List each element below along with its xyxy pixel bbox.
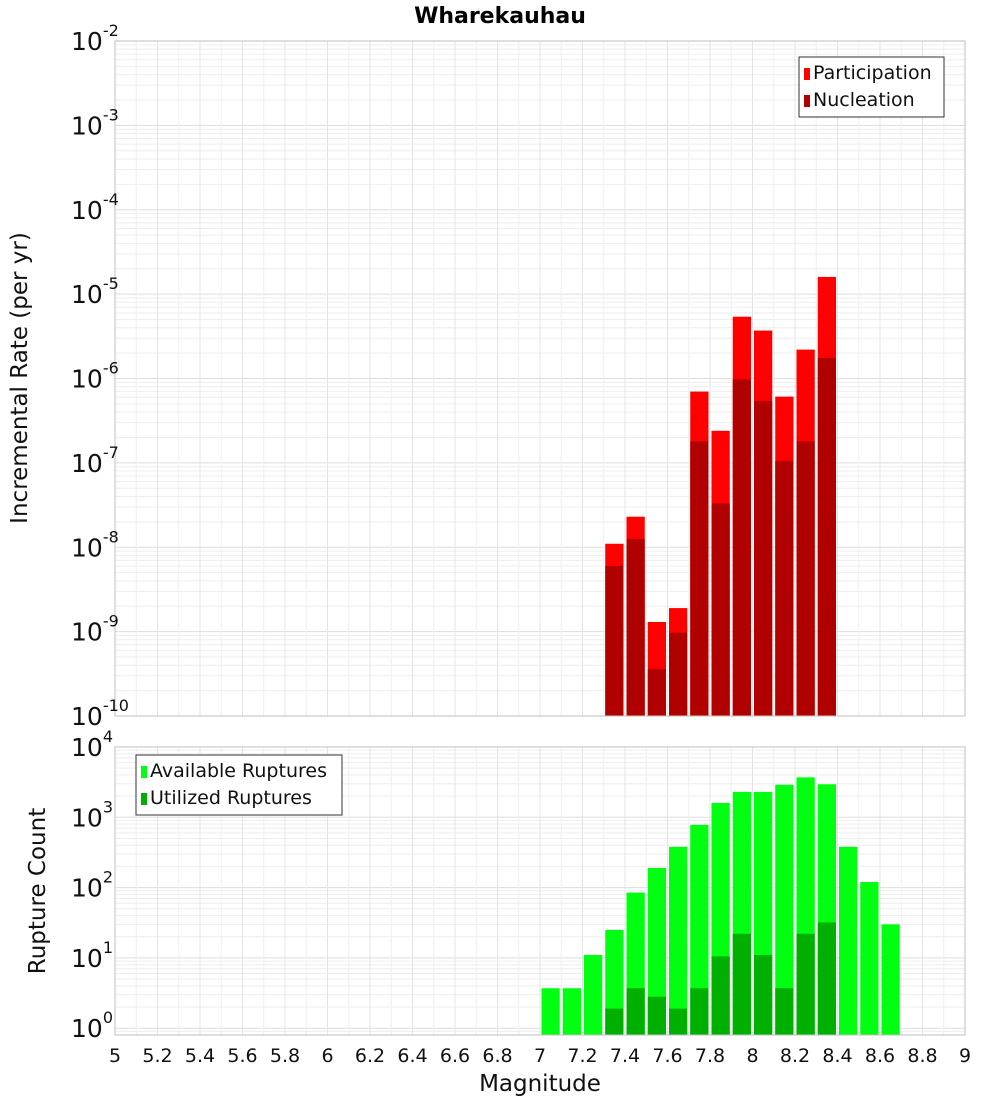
bar xyxy=(860,882,879,1035)
x-tick-label: 7.6 xyxy=(652,1045,682,1067)
bottom-y-axis-label: Rupture Count xyxy=(25,808,51,974)
y-tick-label: 102 xyxy=(71,868,113,903)
x-tick-label: 7.4 xyxy=(610,1045,640,1067)
panel-1: 100 101 102 103 104 Available Ruptures Utilize… xyxy=(71,727,966,1043)
x-tick-label: 6.6 xyxy=(440,1045,470,1067)
bar xyxy=(690,988,709,1035)
bar xyxy=(754,401,773,716)
legend-swatch xyxy=(804,95,810,107)
y-tick-label: 103 xyxy=(71,797,113,832)
bar xyxy=(796,441,815,716)
x-tick-label: 5 xyxy=(109,1045,121,1067)
legend-swatch xyxy=(804,68,810,80)
y-tick-label: 10-6 xyxy=(71,359,119,394)
bar xyxy=(647,669,666,716)
bar xyxy=(605,565,624,716)
bar xyxy=(775,461,794,716)
series-utilized-ruptures xyxy=(605,922,836,1035)
y-tick-label: 100 xyxy=(71,1008,113,1043)
bar xyxy=(754,954,773,1035)
bar xyxy=(732,933,751,1035)
bar xyxy=(605,1008,624,1035)
y-tick-label: 10-4 xyxy=(71,190,119,225)
bar xyxy=(669,846,688,1035)
y-tick-label: 10-8 xyxy=(71,527,119,562)
panel-1-legend: Available Ruptures Utilized Ruptures xyxy=(135,754,343,816)
x-tick-label: 8.4 xyxy=(822,1045,852,1067)
bar xyxy=(562,988,581,1035)
bar xyxy=(541,988,560,1035)
x-tick-label: 7.8 xyxy=(695,1045,725,1067)
x-tick-label: 6.2 xyxy=(355,1045,385,1067)
panel-0-frame xyxy=(114,40,966,717)
series-nucleation xyxy=(605,357,836,716)
bar xyxy=(669,1008,688,1035)
x-tick-label: 5.8 xyxy=(270,1045,300,1067)
y-tick-label: 10-5 xyxy=(71,274,119,309)
legend-box xyxy=(135,754,343,816)
y-tick-label: 10-7 xyxy=(71,443,119,478)
bar xyxy=(796,933,815,1035)
y-tick-label: 10-10 xyxy=(71,696,129,731)
bar xyxy=(647,867,666,1035)
bar xyxy=(775,988,794,1035)
x-axis-label: Magnitude xyxy=(479,1071,601,1097)
top-y-axis-label: Incremental Rate (per yr) xyxy=(7,232,33,524)
bar xyxy=(732,379,751,716)
x-tick-label: 8 xyxy=(746,1045,758,1067)
x-tick-label: 6.8 xyxy=(482,1045,512,1067)
legend-label: Participation xyxy=(813,62,932,84)
y-tick-label: 104 xyxy=(71,727,113,762)
bar xyxy=(584,954,603,1035)
y-tick-label: 10-3 xyxy=(71,105,119,140)
bar xyxy=(669,632,688,716)
panel-0: 10-10 10-9 10-8 10-7 10-6 10-5 10-4 10-3 10-2 Par… xyxy=(71,21,966,731)
bar xyxy=(711,503,730,716)
bar xyxy=(839,846,858,1035)
legend-swatch xyxy=(141,766,147,778)
x-axis-ticks: 5 5.2 5.4 5.6 5.8 6 6.2 6.4 6.6 6.8 7 7.2 7.4 7.6 7.8 8… xyxy=(109,1045,971,1067)
bar xyxy=(817,357,836,716)
x-tick-label: 5.4 xyxy=(185,1045,215,1067)
bar xyxy=(775,784,794,1035)
legend-label: Nucleation xyxy=(813,89,915,111)
bar xyxy=(647,996,666,1035)
legend-label: Available Ruptures xyxy=(150,760,327,782)
legend-swatch xyxy=(141,793,147,805)
y-tick-label: 101 xyxy=(71,938,113,973)
x-tick-label: 7.2 xyxy=(567,1045,597,1067)
legend-box xyxy=(798,56,945,118)
panel-1-frame xyxy=(114,746,966,1036)
x-tick-label: 8.6 xyxy=(865,1045,895,1067)
x-tick-label: 8.2 xyxy=(780,1045,810,1067)
x-tick-label: 5.6 xyxy=(227,1045,257,1067)
chart-title: Wharekauhau xyxy=(414,4,586,29)
bar xyxy=(690,824,709,1035)
legend-label: Utilized Ruptures xyxy=(150,787,312,809)
bar xyxy=(817,922,836,1035)
x-tick-label: 6.4 xyxy=(397,1045,427,1067)
x-tick-label: 6 xyxy=(321,1045,333,1067)
x-tick-label: 9 xyxy=(959,1045,971,1067)
bar xyxy=(626,539,645,716)
y-tick-label: 10-9 xyxy=(71,612,119,647)
bar xyxy=(711,956,730,1035)
x-tick-label: 5.2 xyxy=(142,1045,172,1067)
bar xyxy=(626,988,645,1035)
panel-0-legend: Participation Nucleation xyxy=(798,56,945,118)
x-tick-label: 8.8 xyxy=(907,1045,937,1067)
x-tick-label: 7 xyxy=(534,1045,546,1067)
bar xyxy=(690,441,709,716)
y-tick-label: 10-2 xyxy=(71,21,119,56)
panel-0-grid xyxy=(114,41,966,717)
bar xyxy=(881,924,900,1035)
